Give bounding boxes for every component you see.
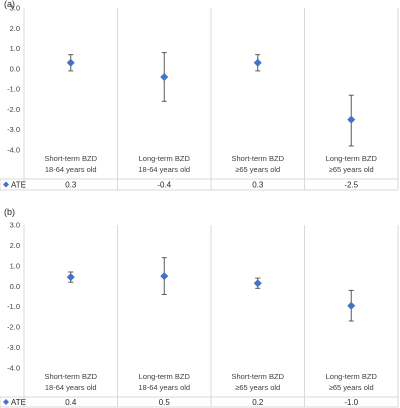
y-tick-label: -1.0 bbox=[7, 85, 20, 94]
legend-marker bbox=[3, 181, 9, 188]
y-tick-label: -3.0 bbox=[7, 125, 20, 134]
y-tick-label: 2.0 bbox=[10, 24, 20, 33]
chart-panel-a: (a)3.0 2.0 1.0 0.0 -1.0 -2.0 -3.0 -4.0 Short-ter… bbox=[0, 0, 399, 191]
data-point bbox=[160, 272, 169, 281]
y-tick-label: 0.0 bbox=[10, 282, 20, 291]
data-table-value: -2.5 bbox=[344, 181, 358, 190]
y-tick-label: -4.0 bbox=[7, 146, 20, 155]
y-tick-label: 1.0 bbox=[10, 44, 20, 53]
data-point bbox=[253, 279, 262, 288]
category-label: Short-term BZD ≥65 years old bbox=[231, 372, 284, 392]
data-table-value: 0.3 bbox=[65, 181, 77, 190]
y-tick-label: -2.0 bbox=[7, 105, 20, 114]
category-label: Long-term BZD ≥65 years old bbox=[326, 154, 378, 174]
legend-series-name: ATE bbox=[11, 398, 26, 407]
data-table-value: -1.0 bbox=[344, 398, 358, 407]
data-point bbox=[160, 72, 169, 81]
y-tick-label: 3.0 bbox=[10, 4, 20, 13]
category-label: Long-term BZD ≥65 years old bbox=[326, 372, 378, 392]
data-table-value: 0.3 bbox=[252, 181, 264, 190]
data-point bbox=[66, 58, 75, 67]
category-label: Long-term BZD 18-64 years old bbox=[138, 372, 190, 392]
data-point bbox=[347, 115, 356, 124]
y-tick-label: -3.0 bbox=[7, 343, 20, 352]
y-tick-label: -1.0 bbox=[7, 302, 20, 311]
category-label: Short-term BZD 18-64 years old bbox=[44, 372, 97, 392]
data-point bbox=[347, 301, 356, 310]
legend-marker bbox=[3, 399, 9, 405]
y-tick-label: -2.0 bbox=[7, 323, 20, 332]
category-label: Short-term BZD ≥65 years old bbox=[231, 154, 284, 174]
data-table-value: 0.4 bbox=[65, 398, 77, 407]
data-table-value: 0.2 bbox=[252, 398, 264, 407]
panel-label: (a) bbox=[4, 0, 15, 9]
panel-label: (b) bbox=[4, 207, 15, 217]
data-point bbox=[66, 273, 75, 282]
category-label: Short-term BZD 18-64 years old bbox=[44, 154, 97, 174]
y-tick-label: 0.0 bbox=[10, 64, 20, 73]
data-table-value: -0.4 bbox=[157, 181, 171, 190]
legend-series-name: ATE bbox=[11, 181, 26, 190]
chart-panel-b: (b) 3.0 2.0 1.0 0.0 -1.0 -2.0 -3.0 -4.0 Short-ter… bbox=[0, 207, 399, 408]
data-point bbox=[253, 58, 262, 67]
y-tick-label: -4.0 bbox=[7, 364, 20, 373]
y-tick-label: 3.0 bbox=[10, 221, 20, 230]
category-label: Long-term BZD 18-64 years old bbox=[138, 154, 190, 174]
data-table-value: 0.5 bbox=[159, 398, 171, 407]
y-tick-label: 1.0 bbox=[10, 261, 20, 270]
y-tick-label: 2.0 bbox=[10, 241, 20, 250]
